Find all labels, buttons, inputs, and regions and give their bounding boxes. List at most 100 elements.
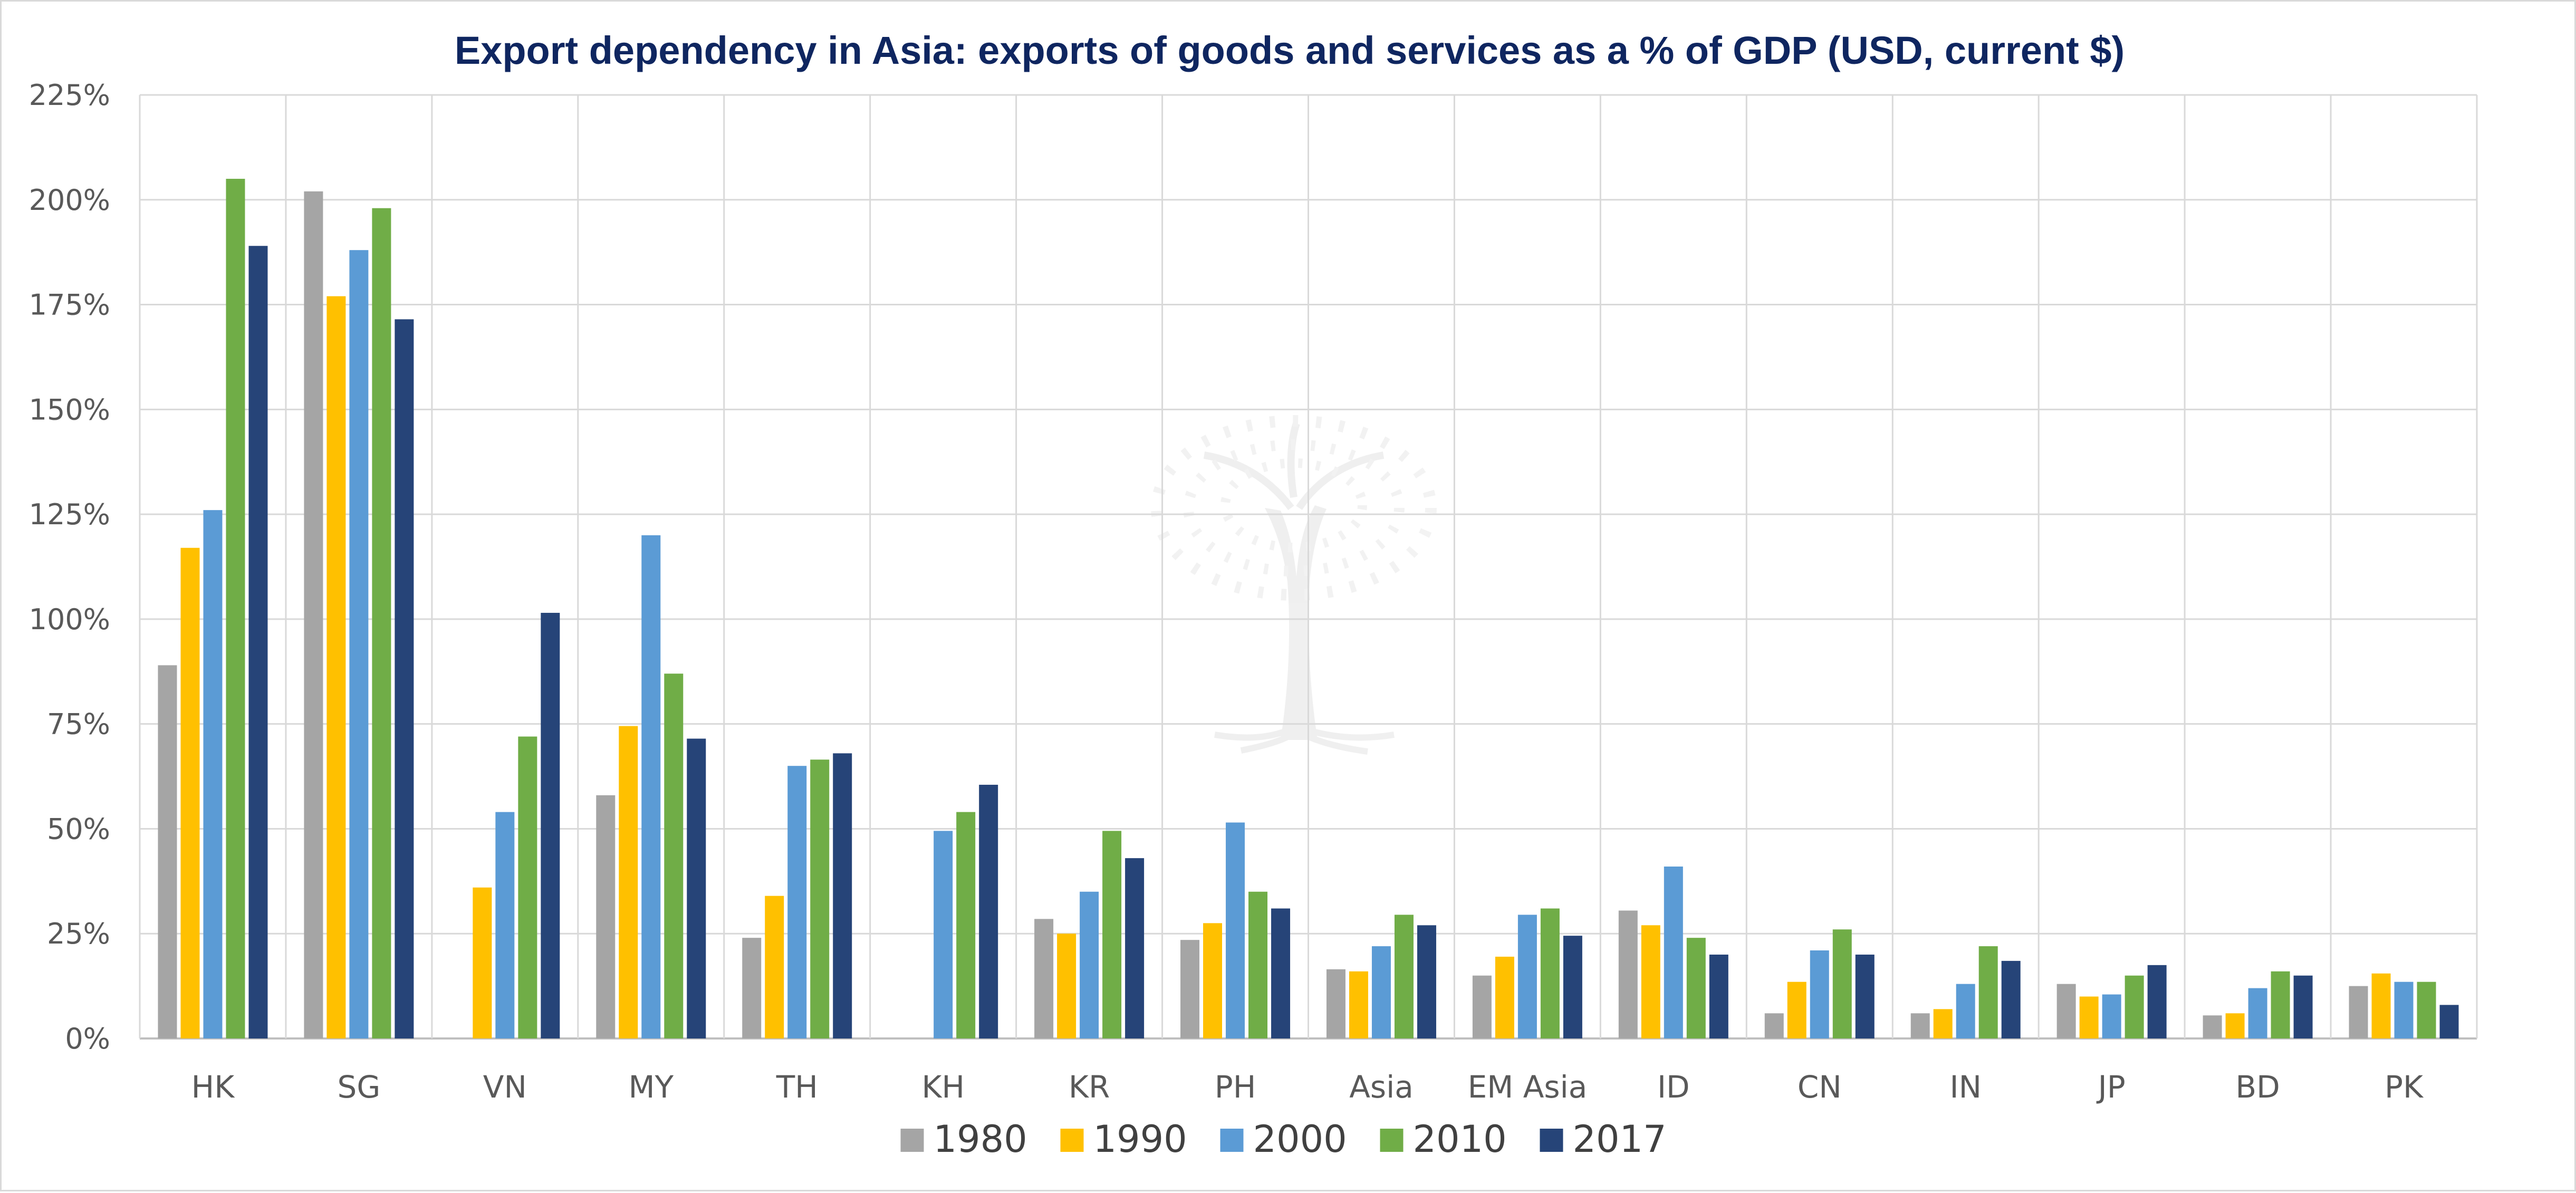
- bar-vn-1990: [473, 887, 492, 1038]
- bar-vn-2017: [541, 612, 560, 1038]
- bar-sg-2000: [349, 250, 369, 1038]
- legend-swatch: [1380, 1129, 1404, 1152]
- bar-pk-1980: [2349, 986, 2368, 1038]
- bar-sg-2010: [372, 208, 391, 1039]
- y-tick-label: 100%: [29, 603, 110, 636]
- x-category-label: PK: [2385, 1069, 2424, 1105]
- bar-my-2000: [641, 535, 661, 1038]
- x-category-label: MY: [629, 1069, 674, 1105]
- bar-cn-1980: [1764, 1013, 1784, 1038]
- bar-th-2000: [787, 766, 807, 1038]
- bar-kh-2000: [934, 831, 953, 1038]
- legend-label: 1990: [1093, 1118, 1187, 1161]
- bar-kr-1990: [1057, 934, 1076, 1038]
- x-category-label: IN: [1949, 1069, 1982, 1105]
- y-tick-label: 25%: [47, 917, 110, 950]
- y-tick-label: 200%: [29, 184, 110, 217]
- x-axis-categories: HK SG VN MY TH KH KR PH Asia EM Asia ID CN IN JP BD PK: [191, 1069, 2424, 1105]
- bar-th-2017: [833, 753, 852, 1038]
- y-tick-label: 175%: [29, 288, 110, 322]
- legend-label: 2000: [1253, 1118, 1347, 1161]
- bar-th-1990: [765, 896, 784, 1038]
- legend-item-1990: 1990: [1060, 1118, 1187, 1161]
- bar-pk-2017: [2439, 1005, 2459, 1038]
- bar-jp-1980: [2056, 984, 2076, 1038]
- bar-em-asia-1990: [1495, 956, 1514, 1038]
- bar-jp-2010: [2125, 975, 2144, 1038]
- legend-item-2017: 2017: [1540, 1118, 1667, 1161]
- bar-ph-2000: [1226, 822, 1245, 1038]
- bar-kh-2017: [979, 784, 998, 1038]
- y-axis-ticks: 0% 25% 50% 75% 100% 125% 150% 175% 200% 225%: [29, 79, 110, 1055]
- bar-cn-2017: [1855, 954, 1875, 1038]
- bar-ph-2017: [1271, 908, 1291, 1038]
- bar-hk-2010: [226, 179, 245, 1038]
- y-tick-label: 0%: [65, 1022, 110, 1055]
- bar-jp-2017: [2147, 965, 2167, 1038]
- bar-kh-2010: [956, 812, 976, 1038]
- bar-asia-2017: [1417, 925, 1436, 1038]
- bar-asia-1980: [1326, 969, 1345, 1038]
- legend-label: 1980: [934, 1118, 1027, 1161]
- bar-em-asia-2017: [1563, 936, 1582, 1038]
- bar-my-1980: [596, 795, 616, 1038]
- bar-id-2010: [1686, 938, 1706, 1038]
- y-tick-label: 150%: [29, 393, 110, 426]
- bar-em-asia-2000: [1517, 915, 1537, 1038]
- bar-th-2010: [810, 759, 830, 1038]
- bar-pk-2010: [2417, 982, 2436, 1038]
- bar-bd-2000: [2248, 988, 2267, 1038]
- bar-my-1990: [619, 726, 638, 1038]
- bar-ph-1980: [1180, 940, 1200, 1038]
- y-tick-label: 75%: [47, 708, 110, 741]
- legend-swatch: [1060, 1129, 1084, 1152]
- bar-in-2010: [1978, 946, 1998, 1038]
- y-tick-label: 50%: [47, 812, 110, 845]
- bar-ph-2010: [1248, 891, 1268, 1038]
- x-category-label: HK: [191, 1069, 236, 1105]
- bar-ph-1990: [1203, 923, 1223, 1038]
- bar-id-1990: [1641, 925, 1660, 1038]
- bar-bd-1990: [2225, 1013, 2245, 1038]
- x-category-label: TH: [776, 1069, 818, 1105]
- x-category-label: KH: [921, 1069, 965, 1105]
- bar-bd-1980: [2203, 1015, 2222, 1038]
- y-tick-label: 125%: [29, 498, 110, 531]
- x-category-label: EM Asia: [1468, 1069, 1588, 1105]
- bar-id-1980: [1618, 910, 1638, 1038]
- x-category-label: SG: [338, 1069, 381, 1105]
- bar-hk-2000: [203, 510, 223, 1038]
- bar-sg-2017: [395, 319, 414, 1038]
- bar-sg-1980: [304, 191, 323, 1039]
- bar-hk-1980: [158, 665, 177, 1038]
- x-category-label: KR: [1069, 1069, 1110, 1105]
- bar-id-2000: [1664, 867, 1683, 1038]
- bar-kr-2017: [1125, 858, 1145, 1038]
- legend-label: 2010: [1413, 1118, 1507, 1161]
- bar-pk-2000: [2394, 982, 2414, 1038]
- bar-my-2010: [664, 674, 684, 1038]
- bar-in-1980: [1910, 1013, 1930, 1038]
- legend-label: 2017: [1573, 1118, 1667, 1161]
- bar-jp-1990: [2079, 996, 2099, 1038]
- bar-bd-2017: [2293, 975, 2313, 1038]
- bar-asia-2010: [1394, 915, 1414, 1038]
- x-category-label: PH: [1215, 1069, 1256, 1105]
- bar-cn-2010: [1832, 929, 1852, 1038]
- bar-jp-2000: [2102, 994, 2121, 1038]
- bar-em-asia-1980: [1472, 975, 1492, 1038]
- legend-swatch: [1220, 1129, 1244, 1152]
- bar-sg-1990: [326, 296, 346, 1038]
- bar-hk-2017: [248, 246, 268, 1038]
- bar-kr-2000: [1080, 891, 1099, 1038]
- legend-item-1980: 1980: [900, 1118, 1027, 1161]
- bar-in-2017: [2001, 960, 2021, 1038]
- chart-title: Export dependency in Asia: exports of go…: [455, 28, 2125, 72]
- bar-in-2000: [1956, 984, 1975, 1038]
- legend-item-2000: 2000: [1220, 1118, 1347, 1161]
- x-category-label: ID: [1657, 1069, 1690, 1105]
- x-category-label: BD: [2235, 1069, 2280, 1105]
- bar-cn-1990: [1787, 982, 1806, 1038]
